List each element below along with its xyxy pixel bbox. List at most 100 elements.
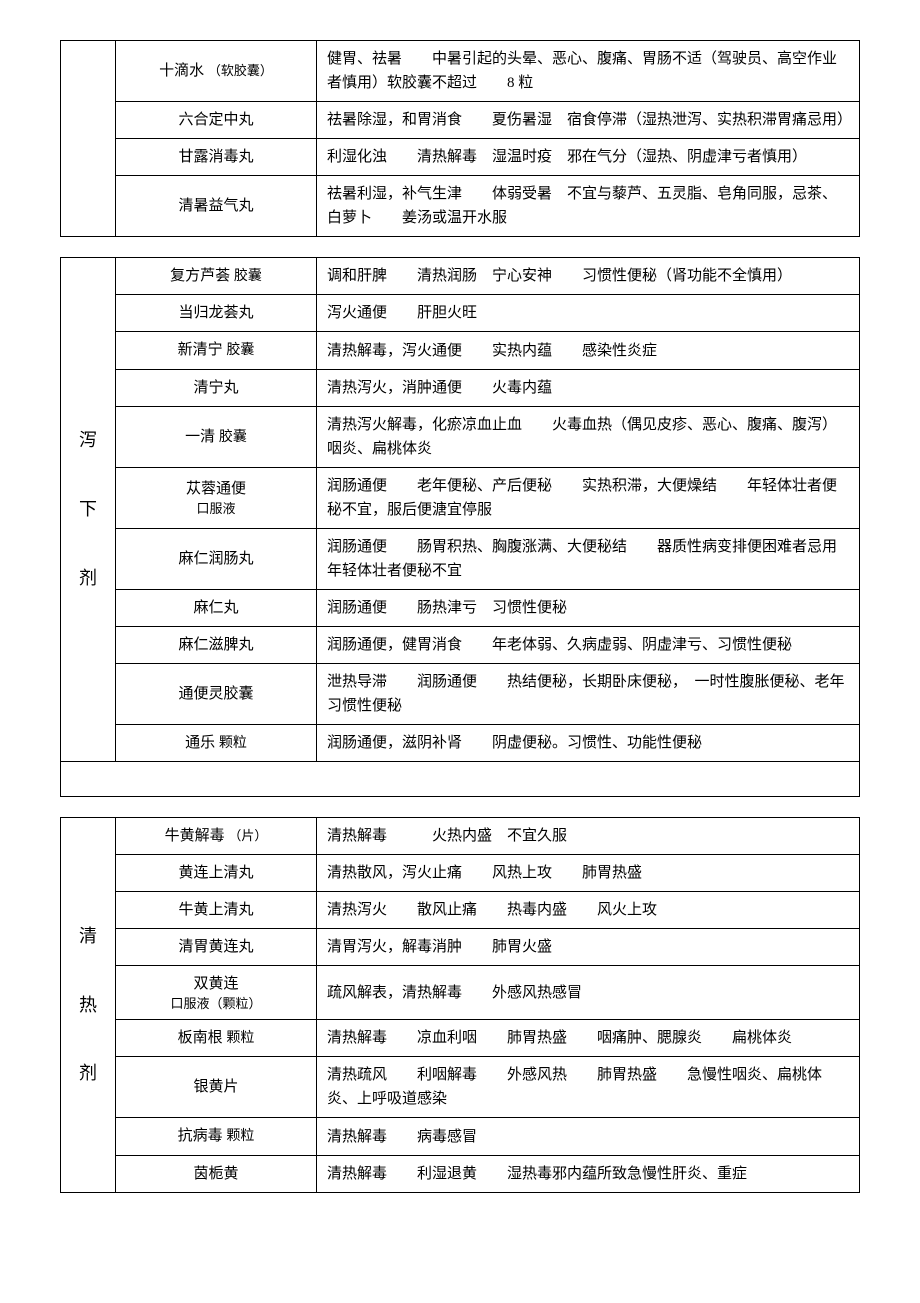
category-cell: 泻 下 剂 [61, 258, 116, 762]
table-row: 麻仁滋脾丸 润肠通便，健胃消食 年老体弱、久病虚弱、阴虚津亏、习惯性便秘 [61, 626, 860, 663]
table-row: 双黄连 口服液（颗粒） 疏风解表，清热解毒 外感风热感冒 [61, 966, 860, 1020]
medicine-name: 双黄连 [193, 976, 238, 992]
medicine-desc: 调和肝脾 清热润肠 宁心安神 习惯性便秘（肾功能不全慎用） [317, 258, 860, 295]
table-row: 十滴水 （软胶囊） 健胃、祛暑 中暑引起的头晕、恶心、腹痛、胃肠不适（驾驶员、高… [61, 41, 860, 102]
medicine-name: 麻仁丸 [116, 589, 317, 626]
medicine-name-cell: 牛黄解毒 （片） [116, 818, 317, 855]
medicine-name: 十滴水 [159, 63, 204, 79]
medicine-name-cell: 苁蓉通便 口服液 [116, 467, 317, 528]
table-row: 牛黄上清丸 清热泻火 散风止痛 热毒内盛 风火上攻 [61, 892, 860, 929]
medicine-suffix: （片） [228, 828, 267, 843]
table-row: 麻仁丸 润肠通便 肠热津亏 习惯性便秘 [61, 589, 860, 626]
category-char: 剂 [63, 564, 113, 593]
medicine-name: 牛黄上清丸 [116, 892, 317, 929]
medicine-table-1: 十滴水 （软胶囊） 健胃、祛暑 中暑引起的头晕、恶心、腹痛、胃肠不适（驾驶员、高… [60, 40, 860, 237]
category-cell [61, 41, 116, 237]
medicine-name: 一清 [185, 429, 215, 445]
medicine-name: 通乐 [185, 735, 215, 751]
medicine-desc: 祛暑利湿，补气生津 体弱受暑 不宜与藜芦、五灵脂、皂角同服，忌茶、白萝卜 姜汤或… [317, 176, 860, 237]
medicine-suffix: 胶囊 [226, 343, 254, 358]
table-row: 板南根 颗粒 清热解毒 凉血利咽 肺胃热盛 咽痛肿、腮腺炎 扁桃体炎 [61, 1020, 860, 1057]
table-row: 黄连上清丸 清热散风，泻火止痛 风热上攻 肺胃热盛 [61, 855, 860, 892]
table-row: 甘露消毒丸 利湿化浊 清热解毒 湿温时疫 邪在气分（湿热、阴虚津亏者慎用） [61, 139, 860, 176]
medicine-name-cell: 新清宁 胶囊 [116, 332, 317, 369]
category-char: 清 [63, 922, 113, 951]
table-row: 银黄片 清热疏风 利咽解毒 外感风热 肺胃热盛 急慢性咽炎、扁桃体炎、上呼吸道感… [61, 1057, 860, 1118]
table-row: 一清 胶囊 清热泻火解毒，化瘀凉血止血 火毒血热（偶见皮疹、恶心、腹痛、腹泻）咽… [61, 406, 860, 467]
medicine-name: 六合定中丸 [116, 102, 317, 139]
medicine-name-cell: 通乐 颗粒 [116, 724, 317, 761]
medicine-desc: 清热泻火 散风止痛 热毒内盛 风火上攻 [317, 892, 860, 929]
medicine-desc: 清热解毒 病毒感冒 [317, 1118, 860, 1155]
medicine-name: 茵栀黄 [116, 1155, 317, 1192]
medicine-desc: 利湿化浊 清热解毒 湿温时疫 邪在气分（湿热、阴虚津亏者慎用） [317, 139, 860, 176]
medicine-name: 苁蓉通便 [186, 481, 246, 497]
category-cell: 清 热 剂 [61, 818, 116, 1193]
medicine-name: 抗病毒 [178, 1128, 223, 1144]
table-row: 苁蓉通便 口服液 润肠通便 老年便秘、产后便秘 实热积滞，大便燥结 年轻体壮者便… [61, 467, 860, 528]
medicine-name: 清暑益气丸 [116, 176, 317, 237]
medicine-desc: 清热疏风 利咽解毒 外感风热 肺胃热盛 急慢性咽炎、扁桃体炎、上呼吸道感染 [317, 1057, 860, 1118]
medicine-name: 牛黄解毒 [165, 828, 225, 844]
medicine-name: 当归龙荟丸 [116, 295, 317, 332]
table-row: 茵栀黄 清热解毒 利湿退黄 湿热毒邪内蕴所致急慢性肝炎、重症 [61, 1155, 860, 1192]
medicine-name-cell: 十滴水 （软胶囊） [116, 41, 317, 102]
medicine-suffix: 颗粒 [226, 1031, 254, 1046]
table-row: 泻 下 剂 复方芦荟 胶囊 调和肝脾 清热润肠 宁心安神 习惯性便秘（肾功能不全… [61, 258, 860, 295]
blank-cell [61, 762, 860, 797]
medicine-suffix: （软胶囊） [208, 63, 273, 78]
table-row: 六合定中丸 祛暑除湿，和胃消食 夏伤暑湿 宿食停滞（湿热泄泻、实热积滞胃痛忌用） [61, 102, 860, 139]
medicine-name-cell: 板南根 颗粒 [116, 1020, 317, 1057]
medicine-desc: 润肠通便 肠热津亏 习惯性便秘 [317, 589, 860, 626]
medicine-name: 通便灵胶囊 [116, 663, 317, 724]
medicine-name: 新清宁 [178, 342, 223, 358]
medicine-name: 麻仁滋脾丸 [116, 626, 317, 663]
medicine-desc: 清热解毒，泻火通便 实热内蕴 感染性炎症 [317, 332, 860, 369]
medicine-desc: 润肠通便 肠胃积热、胸腹涨满、大便秘结 器质性病变排便困难者忌用 年轻体壮者便秘… [317, 528, 860, 589]
medicine-name: 银黄片 [116, 1057, 317, 1118]
medicine-name: 复方芦荟 [170, 268, 230, 284]
medicine-desc: 清热泻火，消肿通便 火毒内蕴 [317, 369, 860, 406]
table-row: 麻仁润肠丸 润肠通便 肠胃积热、胸腹涨满、大便秘结 器质性病变排便困难者忌用 年… [61, 528, 860, 589]
medicine-desc: 清热泻火解毒，化瘀凉血止血 火毒血热（偶见皮疹、恶心、腹痛、腹泻）咽炎、扁桃体炎 [317, 406, 860, 467]
medicine-desc: 疏风解表，清热解毒 外感风热感冒 [317, 966, 860, 1020]
medicine-desc: 泄热导滞 润肠通便 热结便秘，长期卧床便秘， 一时性腹胀便秘、老年习惯性便秘 [317, 663, 860, 724]
medicine-name-cell: 一清 胶囊 [116, 406, 317, 467]
medicine-name: 清宁丸 [116, 369, 317, 406]
medicine-table-2: 泻 下 剂 复方芦荟 胶囊 调和肝脾 清热润肠 宁心安神 习惯性便秘（肾功能不全… [60, 257, 860, 797]
table-row: 清 热 剂 牛黄解毒 （片） 清热解毒 火热内盛 不宜久服 [61, 818, 860, 855]
category-char: 下 [63, 495, 113, 524]
medicine-desc: 清胃泻火，解毒消肿 肺胃火盛 [317, 929, 860, 966]
medicine-suffix: 胶囊 [219, 430, 247, 445]
blank-row [61, 762, 860, 797]
medicine-desc: 清热散风，泻火止痛 风热上攻 肺胃热盛 [317, 855, 860, 892]
table-row: 清宁丸 清热泻火，消肿通便 火毒内蕴 [61, 369, 860, 406]
medicine-sub: 口服液（颗粒） [126, 996, 306, 1013]
medicine-desc: 健胃、祛暑 中暑引起的头晕、恶心、腹痛、胃肠不适（驾驶员、高空作业者慎用）软胶囊… [317, 41, 860, 102]
medicine-suffix: 胶囊 [234, 269, 262, 284]
medicine-name-cell: 双黄连 口服液（颗粒） [116, 966, 317, 1020]
medicine-suffix: 颗粒 [226, 1129, 254, 1144]
medicine-sub: 口服液 [126, 501, 306, 518]
table-row: 新清宁 胶囊 清热解毒，泻火通便 实热内蕴 感染性炎症 [61, 332, 860, 369]
table-row: 清暑益气丸 祛暑利湿，补气生津 体弱受暑 不宜与藜芦、五灵脂、皂角同服，忌茶、白… [61, 176, 860, 237]
medicine-name: 板南根 [178, 1030, 223, 1046]
category-char: 泻 [63, 426, 113, 455]
medicine-desc: 清热解毒 火热内盛 不宜久服 [317, 818, 860, 855]
medicine-table-3: 清 热 剂 牛黄解毒 （片） 清热解毒 火热内盛 不宜久服 黄连上清丸 清热散风… [60, 817, 860, 1193]
medicine-desc: 祛暑除湿，和胃消食 夏伤暑湿 宿食停滞（湿热泄泻、实热积滞胃痛忌用） [317, 102, 860, 139]
medicine-suffix: 颗粒 [219, 736, 247, 751]
table-row: 通便灵胶囊 泄热导滞 润肠通便 热结便秘，长期卧床便秘， 一时性腹胀便秘、老年习… [61, 663, 860, 724]
medicine-desc: 润肠通便 老年便秘、产后便秘 实热积滞，大便燥结 年轻体壮者便秘不宜，服后便溏宜… [317, 467, 860, 528]
medicine-desc: 润肠通便，健胃消食 年老体弱、久病虚弱、阴虚津亏、习惯性便秘 [317, 626, 860, 663]
medicine-desc: 清热解毒 利湿退黄 湿热毒邪内蕴所致急慢性肝炎、重症 [317, 1155, 860, 1192]
category-char: 剂 [63, 1059, 113, 1088]
category-char: 热 [63, 991, 113, 1020]
medicine-name: 清胃黄连丸 [116, 929, 317, 966]
table-row: 当归龙荟丸 泻火通便 肝胆火旺 [61, 295, 860, 332]
medicine-name: 黄连上清丸 [116, 855, 317, 892]
table-row: 清胃黄连丸 清胃泻火，解毒消肿 肺胃火盛 [61, 929, 860, 966]
medicine-desc: 泻火通便 肝胆火旺 [317, 295, 860, 332]
medicine-name-cell: 复方芦荟 胶囊 [116, 258, 317, 295]
medicine-name: 麻仁润肠丸 [116, 528, 317, 589]
